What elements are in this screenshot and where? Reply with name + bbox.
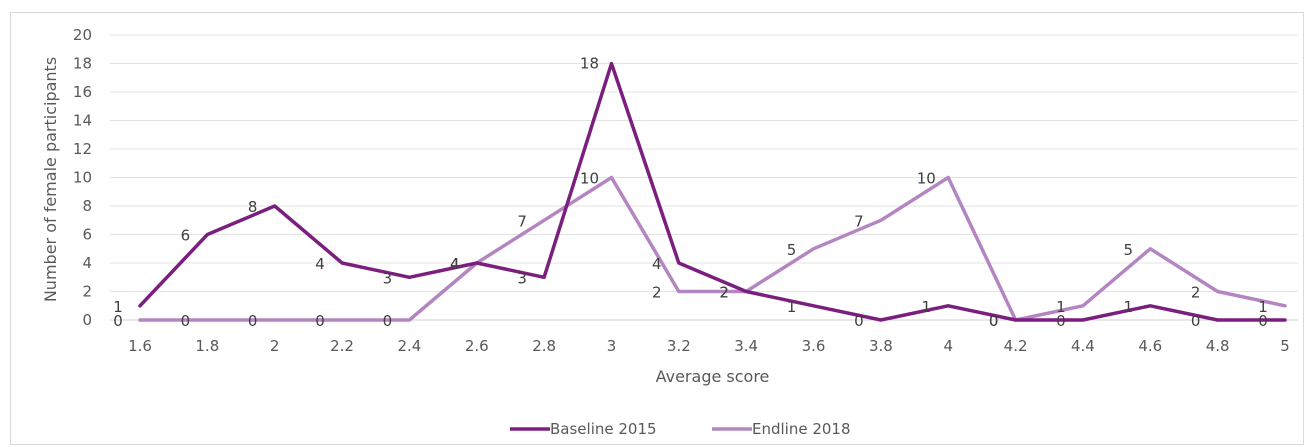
x-tick-label-17: 5 [1280, 337, 1290, 355]
x-tick-label-6: 2.8 [532, 337, 556, 355]
x-tick-label-12: 4 [943, 337, 953, 355]
x-tick-label-16: 4.8 [1206, 337, 1230, 355]
data-label-s1-10: 5 [787, 241, 797, 259]
data-label-s0-1: 6 [181, 227, 191, 245]
x-axis-ticks: 1.6 1.8 2 2.2 2.4 2.6 2.8 3 3.2 3.4 3.6 3.8 4 4.2 4.4 4… [128, 337, 1290, 355]
data-label-s1-13: 0 [989, 312, 999, 330]
data-label-s0-3: 4 [315, 255, 325, 273]
data-label-s0-14: 0 [1056, 312, 1066, 330]
series-line-1 [138, 175, 1287, 322]
data-label-s1-5: 4 [450, 255, 460, 273]
data-label-s0-8: 4 [652, 255, 662, 273]
data-label-s0-6: 3 [517, 269, 527, 287]
x-tick-label-1: 1.8 [195, 337, 219, 355]
series-line-0 [138, 61, 1287, 322]
x-tick-label-15: 4.6 [1138, 337, 1162, 355]
data-label-s0-2: 8 [248, 198, 258, 216]
legend-label-0: Baseline 2015 [550, 420, 657, 438]
data-label-s0-11: 0 [854, 312, 864, 330]
x-tick-label-10: 3.6 [802, 337, 826, 355]
x-tick-label-3: 2.2 [330, 337, 354, 355]
y-tick-label-0: 0 [82, 311, 92, 329]
x-tick-label-11: 3.8 [869, 337, 893, 355]
x-tick-label-5: 2.6 [465, 337, 489, 355]
y-axis-ticks: 0 2 4 6 8 10 12 14 16 18 20 [73, 26, 92, 329]
data-label-s1-2: 0 [248, 312, 258, 330]
x-tick-label-8: 3.2 [667, 337, 691, 355]
data-label-s0-15: 1 [1124, 298, 1134, 316]
y-tick-label-4: 8 [82, 197, 92, 215]
data-label-s1-17: 1 [1258, 298, 1268, 316]
data-label-s0-4: 3 [383, 269, 393, 287]
data-label-s1-12: 10 [917, 170, 936, 188]
data-label-s0-10: 1 [787, 298, 797, 316]
y-tick-label-9: 18 [73, 55, 92, 73]
x-tick-label-4: 2.4 [397, 337, 421, 355]
x-tick-label-13: 4.2 [1004, 337, 1028, 355]
data-label-s1-16: 2 [1191, 284, 1201, 302]
data-label-s1-3: 0 [315, 312, 325, 330]
data-label-s0-9: 2 [719, 284, 729, 302]
data-label-s1-14: 1 [1056, 298, 1066, 316]
data-label-s1-15: 5 [1124, 241, 1134, 259]
x-axis-title: Average score [656, 367, 770, 386]
x-tick-label-2: 2 [270, 337, 280, 355]
data-label-s1-6: 7 [517, 212, 527, 230]
legend: Baseline 2015 Endline 2018 [510, 420, 851, 438]
data-label-s1-4: 0 [383, 312, 393, 330]
y-tick-label-7: 14 [73, 112, 92, 130]
legend-label-1: Endline 2018 [752, 420, 851, 438]
y-tick-label-8: 16 [73, 83, 92, 101]
data-label-s0-16: 0 [1191, 312, 1201, 330]
y-tick-label-5: 10 [73, 169, 92, 187]
x-tick-label-7: 3 [607, 337, 617, 355]
x-tick-label-0: 1.6 [128, 337, 152, 355]
series-lines [138, 61, 1287, 322]
data-label-s0-5: 4 [450, 255, 460, 273]
y-tick-label-3: 6 [82, 226, 92, 244]
data-label-s1-11: 7 [854, 212, 864, 230]
y-tick-label-10: 20 [73, 26, 92, 44]
data-label-s0-0: 1 [113, 298, 123, 316]
y-tick-label-2: 4 [82, 254, 92, 272]
data-label-s0-17: 0 [1258, 312, 1268, 330]
data-label-s1-9: 2 [719, 284, 729, 302]
y-tick-label-1: 2 [82, 283, 92, 301]
data-label-s0-7: 18 [580, 55, 599, 73]
y-axis-title: Number of female participants [41, 57, 60, 302]
data-label-s1-1: 0 [181, 312, 191, 330]
x-tick-label-9: 3.4 [734, 337, 758, 355]
gridlines [110, 34, 1298, 292]
x-tick-label-14: 4.4 [1071, 337, 1095, 355]
data-label-s1-0: 0 [113, 312, 123, 330]
data-label-s0-12: 1 [921, 298, 931, 316]
data-label-s0-13: 0 [989, 312, 999, 330]
y-tick-label-6: 12 [73, 140, 92, 158]
data-label-s1-8: 2 [652, 284, 662, 302]
data-label-s1-7: 10 [580, 170, 599, 188]
